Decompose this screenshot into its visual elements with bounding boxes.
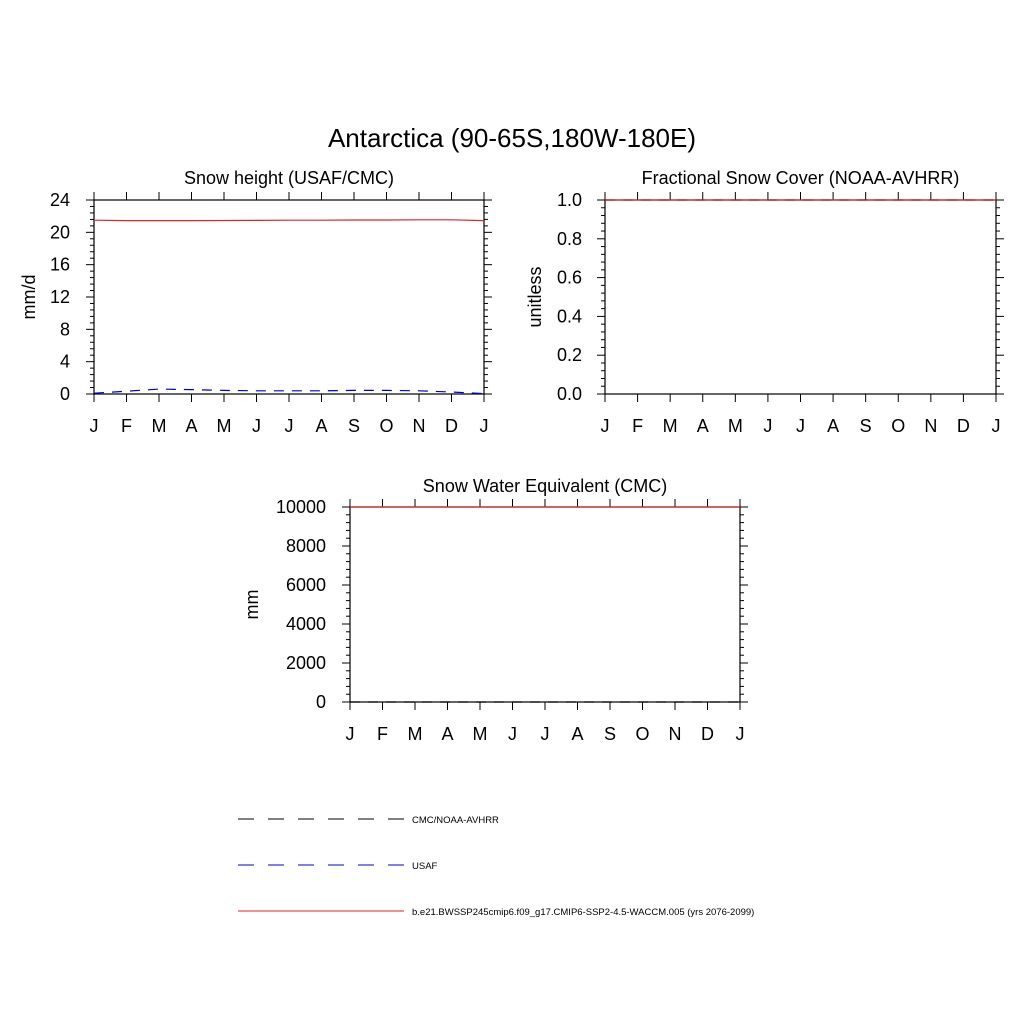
- y-tick-label: 4000: [286, 614, 326, 634]
- x-tick-label: M: [473, 724, 488, 744]
- legend-entry-2: USAF: [238, 861, 438, 872]
- figure-title: Antarctica (90-65S,180W-180E): [328, 123, 696, 153]
- x-tick-label: J: [346, 724, 355, 744]
- x-tick-label: J: [285, 416, 294, 436]
- y-tick-label: 0.0: [557, 384, 582, 404]
- x-tick-label: S: [604, 724, 616, 744]
- x-tick-label: N: [413, 416, 426, 436]
- plot-frame: [604, 199, 997, 395]
- x-tick-label: M: [663, 416, 678, 436]
- y-tick-label: 24: [50, 190, 70, 210]
- chart-panel-1: Snow height (USAF/CMC)mm/dJ F M A M J J A S O N D J0…: [19, 168, 492, 436]
- x-tick-label: D: [445, 416, 458, 436]
- x-tick-label: M: [217, 416, 232, 436]
- x-tick-label: A: [315, 416, 327, 436]
- x-tick-label: O: [891, 416, 905, 436]
- x-tick-label: M: [152, 416, 167, 436]
- x-tick-label: M: [408, 724, 423, 744]
- y-tick-label: 1.0: [557, 190, 582, 210]
- x-tick-label: J: [480, 416, 489, 436]
- x-tick-label: M: [728, 416, 743, 436]
- x-tick-label: S: [860, 416, 872, 436]
- series-line-1: [93, 219, 485, 222]
- y-tick-label: 0.6: [557, 268, 582, 288]
- y-tick-label: 2000: [286, 653, 326, 673]
- x-tick-label: O: [635, 724, 649, 744]
- y-tick-label: 0: [316, 692, 326, 712]
- y-tick-label: 6000: [286, 575, 326, 595]
- x-tick-label: N: [669, 724, 682, 744]
- x-tick-label: F: [121, 416, 132, 436]
- x-tick-label: J: [992, 416, 1001, 436]
- x-tick-label: S: [348, 416, 360, 436]
- y-axis-label: mm: [242, 590, 262, 620]
- chart-title: Fractional Snow Cover (NOAA-AVHRR): [642, 168, 960, 188]
- legend-entry-1: CMC/NOAA-AVHRR: [238, 815, 499, 826]
- x-tick-label: J: [736, 724, 745, 744]
- y-tick-label: 8: [60, 319, 70, 339]
- legend-entry-3: b.e21.BWSSP245cmip6.f09_g17.CMIP6-SSP2-4…: [238, 907, 754, 918]
- x-tick-label: J: [601, 416, 610, 436]
- legend-label: b.e21.BWSSP245cmip6.f09_g17.CMIP6-SSP2-4…: [412, 907, 754, 918]
- x-tick-label: J: [252, 416, 261, 436]
- y-tick-label: 0.8: [557, 229, 582, 249]
- x-tick-label: J: [796, 416, 805, 436]
- x-tick-label: F: [377, 724, 388, 744]
- y-tick-label: 20: [50, 222, 70, 242]
- x-tick-label: A: [827, 416, 839, 436]
- y-tick-label: 16: [50, 255, 70, 275]
- plot-frame: [93, 199, 485, 395]
- series-line-2: [93, 388, 485, 395]
- x-tick-label: O: [379, 416, 393, 436]
- y-axis-label: mm/d: [19, 275, 39, 320]
- plots-group: Snow height (USAF/CMC)mm/dJ F M A M J J A S O N D J0…: [19, 168, 1004, 744]
- y-tick-label: 12: [50, 287, 70, 307]
- y-tick-label: 0: [60, 384, 70, 404]
- y-axis-label: unitless: [525, 266, 545, 327]
- x-tick-label: J: [763, 416, 772, 436]
- legend-label: USAF: [412, 861, 438, 872]
- y-tick-label: 8000: [286, 536, 326, 556]
- legend: CMC/NOAA-AVHRR USAF b.e21.BWSSP245cmip6.f0…: [238, 815, 754, 918]
- y-tick-label: 0.2: [557, 345, 582, 365]
- x-tick-label: N: [924, 416, 937, 436]
- legend-label: CMC/NOAA-AVHRR: [412, 815, 499, 826]
- x-tick-label: D: [957, 416, 970, 436]
- x-tick-label: F: [632, 416, 643, 436]
- x-tick-label: J: [90, 416, 99, 436]
- y-tick-label: 4: [60, 352, 70, 372]
- y-tick-label: 0.4: [557, 306, 582, 326]
- chart-title: Snow height (USAF/CMC): [184, 168, 394, 188]
- x-tick-label: A: [441, 724, 453, 744]
- y-tick-label: 10000: [276, 497, 326, 517]
- x-tick-label: A: [697, 416, 709, 436]
- x-tick-label: J: [508, 724, 517, 744]
- x-tick-label: A: [185, 416, 197, 436]
- chart-panel-2: Fractional Snow Cover (NOAA-AVHRR) unitle…: [525, 168, 1004, 436]
- plot-frame: [349, 506, 741, 703]
- chart-title: Snow Water Equivalent (CMC): [423, 476, 667, 496]
- x-tick-label: J: [541, 724, 550, 744]
- chart-panel-3: Snow Water Equivalent (CMC)mmJ F M A M J J A S O N…: [242, 476, 748, 744]
- x-tick-label: D: [701, 724, 714, 744]
- x-tick-label: A: [571, 724, 583, 744]
